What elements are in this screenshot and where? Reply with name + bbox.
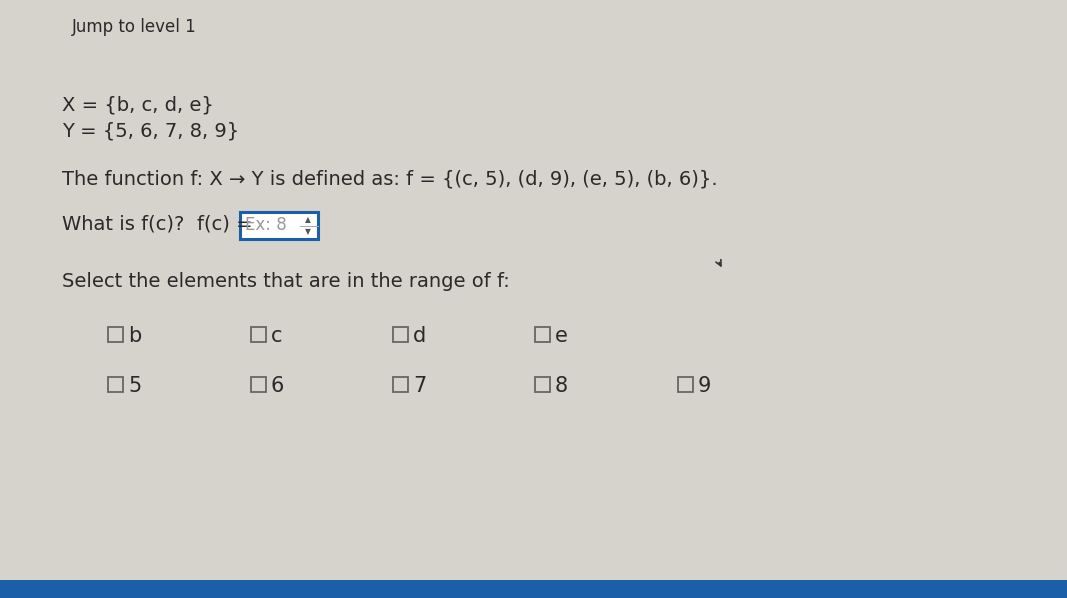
Text: 7: 7	[413, 376, 426, 396]
Text: ▲: ▲	[305, 215, 310, 224]
FancyBboxPatch shape	[678, 377, 692, 392]
FancyBboxPatch shape	[535, 327, 550, 341]
FancyBboxPatch shape	[393, 327, 408, 341]
Text: b: b	[128, 326, 141, 346]
Text: Jump to level 1: Jump to level 1	[71, 18, 196, 36]
Text: X = {b, c, d, e}: X = {b, c, d, e}	[62, 95, 213, 114]
Text: ▼: ▼	[305, 227, 310, 236]
FancyBboxPatch shape	[251, 327, 266, 341]
Text: d: d	[413, 326, 426, 346]
FancyBboxPatch shape	[108, 327, 123, 341]
Text: c: c	[271, 326, 283, 346]
Text: Select the elements that are in the range of f:: Select the elements that are in the rang…	[62, 272, 510, 291]
Text: 5: 5	[128, 376, 141, 396]
Text: 8: 8	[555, 376, 568, 396]
FancyBboxPatch shape	[251, 377, 266, 392]
Text: 6: 6	[271, 376, 285, 396]
Bar	[0, 580, 1067, 598]
Text: What is f(c)?: What is f(c)?	[62, 215, 185, 234]
Text: 9: 9	[698, 376, 712, 396]
Text: f(c) =: f(c) =	[197, 215, 259, 234]
Text: Y = {5, 6, 7, 8, 9}: Y = {5, 6, 7, 8, 9}	[62, 122, 239, 141]
Text: The function f: X → Y is defined as: f = {(c, 5), (d, 9), (e, 5), (b, 6)}.: The function f: X → Y is defined as: f =…	[62, 170, 718, 189]
Text: e: e	[555, 326, 568, 346]
FancyBboxPatch shape	[393, 377, 408, 392]
FancyBboxPatch shape	[108, 377, 123, 392]
Text: Ex: 8: Ex: 8	[245, 216, 287, 234]
FancyBboxPatch shape	[240, 212, 318, 239]
FancyBboxPatch shape	[535, 377, 550, 392]
